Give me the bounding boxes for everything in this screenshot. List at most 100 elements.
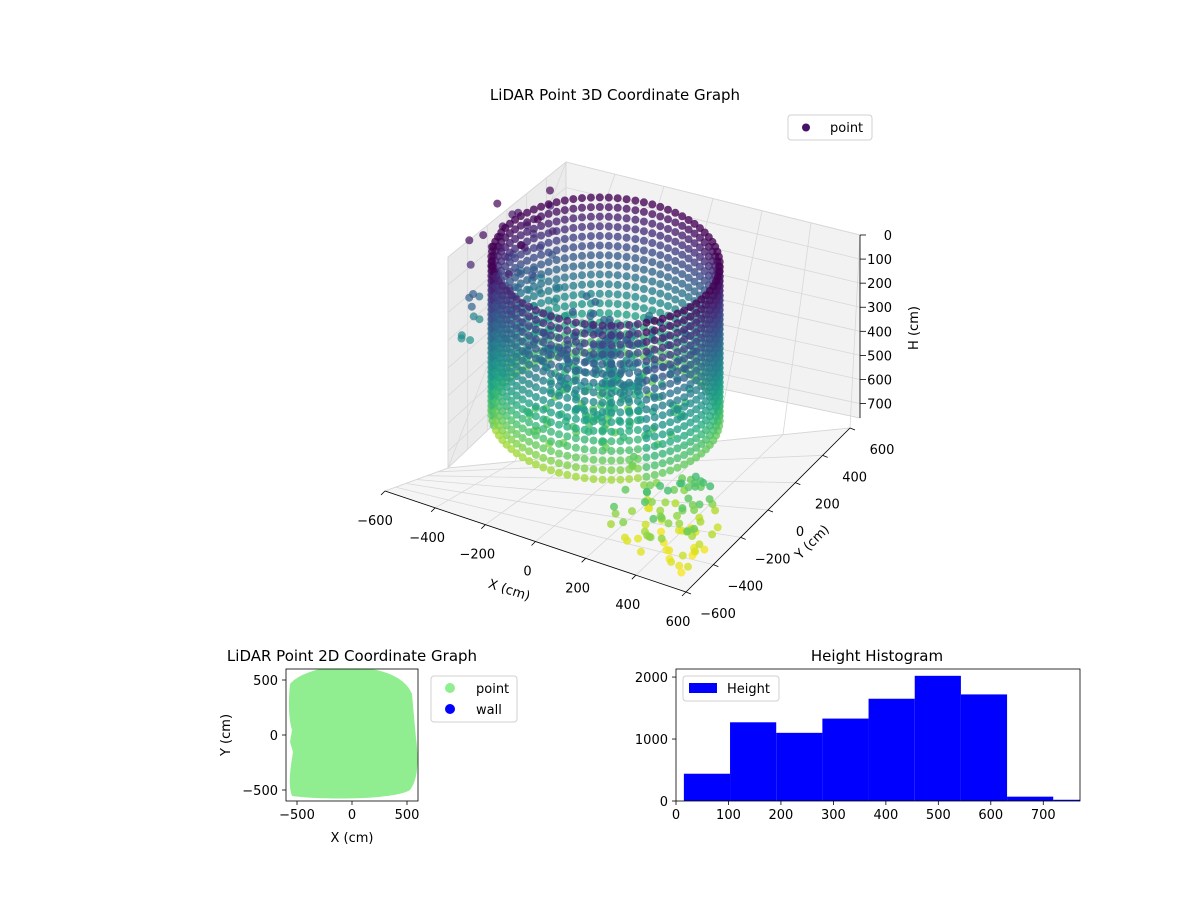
chart-3d-point — [677, 479, 686, 488]
chart-3d-point — [516, 289, 525, 298]
chart-3d-point — [465, 293, 474, 302]
chart-3d-point — [650, 471, 659, 479]
chart-3d-point — [580, 329, 589, 338]
chart-2d-x-tick-label: 500 — [395, 808, 420, 823]
chart-3d-point — [625, 369, 634, 378]
chart-3d-point — [598, 379, 607, 388]
chart-3d-point — [680, 422, 689, 431]
chart-2d-plot-area — [288, 669, 418, 799]
chart-3d-point — [512, 401, 521, 410]
chart-3d-point — [533, 215, 542, 224]
histogram-bar — [868, 698, 915, 801]
chart-3d-point — [658, 391, 667, 400]
chart-3d-point — [518, 356, 527, 365]
chart-3d-gridline-x-back — [849, 234, 861, 429]
chart-3d-point — [457, 331, 466, 340]
chart-3d-point — [525, 351, 534, 359]
chart-3d-point — [666, 312, 675, 321]
chart-3d-point — [539, 347, 548, 356]
chart-3d-z-tick-label: 100 — [867, 253, 892, 268]
chart-3d-point — [560, 254, 569, 263]
chart-3d-point — [665, 546, 674, 555]
chart-3d-point — [512, 381, 521, 390]
chart-2d-legend-marker-point — [445, 683, 455, 693]
chart-3d-point — [664, 519, 673, 528]
chart-3d-point — [692, 395, 701, 404]
chart-3d-point — [555, 449, 563, 458]
chart-3d-point — [633, 426, 642, 434]
chart-3d-point — [677, 568, 686, 577]
chart-3d-point — [648, 210, 657, 219]
chart-3d-point — [555, 411, 563, 419]
chart-3d-point — [595, 222, 604, 231]
chart-2d-legend-marker-wall — [445, 704, 455, 714]
chart-3d-point — [547, 466, 555, 475]
chart-3d-point — [539, 453, 548, 462]
histogram-title: Height Histogram — [811, 647, 943, 665]
chart-3d-point — [589, 378, 598, 387]
chart-3d-point — [512, 314, 521, 323]
chart-3d-point — [598, 456, 607, 465]
chart-3d-point — [631, 283, 640, 292]
chart-3d-point — [552, 275, 561, 284]
chart-3d-point — [622, 281, 631, 290]
chart-3d-point — [656, 299, 665, 308]
chart-3d-point — [664, 263, 672, 272]
chart-3d-point — [607, 350, 616, 359]
chart-3d-point — [666, 389, 675, 398]
chart-3d-point — [686, 380, 695, 389]
chart-3d-point — [656, 251, 665, 260]
chart-3d-point — [518, 328, 527, 336]
chart-3d-point — [539, 309, 548, 318]
chart-3d-point — [598, 389, 607, 397]
chart-3d-point — [673, 386, 682, 395]
chart-3d-x-tick — [481, 524, 486, 529]
chart-3d-point — [680, 383, 689, 392]
chart-3d-point — [686, 447, 695, 456]
chart-3d-point — [467, 302, 476, 311]
chart-3d-point — [525, 370, 534, 379]
chart-3d-point — [598, 398, 607, 407]
chart-3d-point — [642, 443, 651, 452]
chart-3d-point — [633, 368, 642, 377]
chart-3d-point — [696, 517, 705, 526]
chart-3d-point — [512, 430, 521, 438]
chart-3d-point — [571, 357, 580, 366]
chart-3d-point — [607, 389, 616, 398]
chart-3d-point — [647, 497, 656, 506]
chart-3d-point — [692, 414, 701, 423]
chart-3d-point — [666, 379, 675, 388]
chart-3d-point — [691, 547, 700, 556]
chart-3d-point — [625, 398, 634, 407]
chart-3d-point — [531, 344, 540, 353]
chart-3d-point — [642, 347, 651, 356]
chart-3d-point — [650, 355, 659, 364]
histogram-bar — [822, 718, 869, 801]
histogram-bar — [960, 694, 1008, 801]
chart-3d-point — [516, 279, 525, 288]
chart-3d-point — [589, 340, 598, 349]
chart-3d-point — [552, 217, 561, 226]
chart-3d-point — [650, 461, 659, 470]
chart-3d-x-tick — [631, 574, 637, 580]
chart-3d-point — [544, 219, 553, 228]
chart-3d-point — [595, 308, 604, 317]
chart-3d-point — [589, 398, 598, 406]
chart-3d-point — [531, 383, 540, 392]
chart-3d-point — [692, 366, 701, 375]
chart-3d-point — [560, 263, 569, 272]
chart-3d-point — [529, 234, 538, 243]
chart-3d-point — [680, 325, 689, 334]
chart-3d-point — [633, 329, 642, 338]
chart-3d-point — [613, 232, 622, 241]
chart-3d-point — [613, 280, 622, 289]
chart-3d-point — [631, 264, 640, 272]
chart-3d-point — [616, 369, 625, 378]
chart-3d-point — [666, 350, 675, 359]
chart-3d-point — [539, 338, 548, 347]
chart-3d-point — [680, 306, 689, 315]
histogram-bar — [683, 773, 731, 801]
chart-3d-point — [555, 314, 563, 323]
chart-3d-point — [465, 236, 474, 245]
histogram-x-tick-label: 200 — [769, 808, 794, 823]
